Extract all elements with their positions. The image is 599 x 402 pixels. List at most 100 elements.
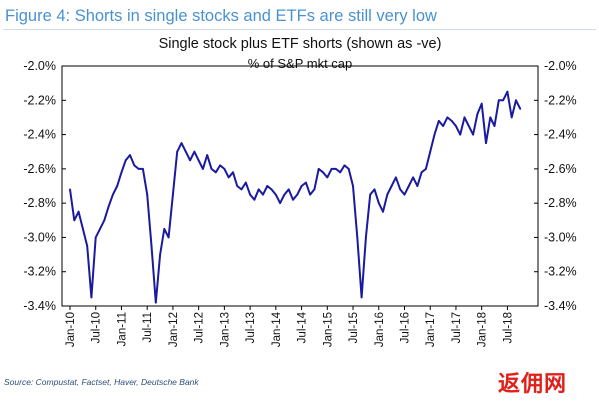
data-point <box>433 133 436 136</box>
y-tick-label-right: -3.2% <box>544 265 577 279</box>
data-point <box>429 150 432 153</box>
data-point <box>223 168 226 170</box>
x-tick-label: Jul-16 <box>399 312 411 343</box>
data-point <box>412 176 414 179</box>
data-point <box>343 164 346 167</box>
x-tick-label: Jul-11 <box>142 312 154 342</box>
data-point <box>69 188 71 191</box>
y-tick-label-left: -3.2% <box>23 265 56 279</box>
data-point <box>94 236 97 239</box>
data-point <box>163 228 166 230</box>
data-point <box>347 168 350 170</box>
data-point <box>446 116 449 119</box>
data-point <box>510 116 513 119</box>
data-point <box>99 228 101 230</box>
data-point <box>339 171 342 174</box>
x-tick-label: Jul-13 <box>245 312 257 343</box>
data-point <box>386 193 389 196</box>
data-point <box>489 116 492 119</box>
data-point <box>86 245 89 247</box>
y-tick-label-left: -2.2% <box>23 93 56 107</box>
data-point <box>129 154 131 157</box>
data-point <box>283 193 286 196</box>
data-point <box>382 210 384 213</box>
data-point <box>172 193 174 196</box>
data-point <box>317 168 320 170</box>
data-point <box>249 193 252 196</box>
data-point <box>154 301 157 304</box>
data-point <box>73 219 76 222</box>
data-point <box>77 210 80 213</box>
data-point <box>502 99 504 102</box>
data-point <box>116 185 119 187</box>
data-point <box>120 171 123 174</box>
y-axis-right: -2.0% -2.2% -2.4% -2.6% -2.8% -3.0% -3.2% -3.4% <box>534 59 577 313</box>
data-point <box>150 245 153 247</box>
data-point <box>352 185 354 187</box>
data-point <box>330 168 333 170</box>
data-point <box>519 108 522 110</box>
y-tick-label-left: -3.0% <box>23 230 56 244</box>
x-tick-label: Jul-15 <box>348 312 360 343</box>
figure-title: Figure 4: Shorts in single stocks and ET… <box>3 2 596 30</box>
data-point <box>107 205 110 208</box>
data-point <box>296 193 299 196</box>
data-point <box>244 181 247 184</box>
data-point <box>202 168 204 170</box>
x-tick-label: Jul-12 <box>194 312 206 343</box>
y-tick-label-left: -3.4% <box>23 299 56 313</box>
x-tick-label: Jan-13 <box>219 312 231 347</box>
data-point <box>360 296 363 299</box>
y-tick-label-right: -2.4% <box>544 128 577 142</box>
data-point <box>142 168 144 170</box>
data-point <box>322 171 324 174</box>
x-tick-label: Jul-10 <box>91 312 103 343</box>
data-point <box>365 236 367 239</box>
y-tick-label-right: -3.4% <box>544 299 577 313</box>
data-point <box>497 99 500 102</box>
y-tick-label-left: -2.4% <box>23 128 56 142</box>
data-point <box>274 193 277 196</box>
data-point <box>459 133 462 136</box>
data-point <box>377 202 380 205</box>
data-point <box>266 185 269 187</box>
x-tick-label: Jan-17 <box>425 312 437 347</box>
plot-frame <box>61 65 539 307</box>
data-point <box>403 193 406 196</box>
chart-title: Single stock plus ETF shorts (shown as -… <box>158 36 442 52</box>
data-point <box>442 125 444 127</box>
data-point <box>420 171 423 174</box>
data-point <box>455 125 457 127</box>
data-point <box>279 202 281 205</box>
x-tick-label: Jul-14 <box>297 311 309 343</box>
data-point <box>485 142 487 145</box>
watermark-logo: 返佣网 <box>498 372 568 397</box>
data-point <box>425 168 427 170</box>
y-tick-label-left: -2.0% <box>23 59 56 73</box>
data-point <box>300 185 303 187</box>
data-point <box>369 193 372 196</box>
x-tick-label: Jul-17 <box>451 312 463 343</box>
chart-subtitle: % of S&P mkt cap <box>247 56 353 71</box>
data-point <box>227 176 230 179</box>
data-point <box>210 168 213 170</box>
data-point <box>515 99 517 102</box>
data-point <box>193 150 196 153</box>
y-tick-label-right: -2.6% <box>544 162 577 176</box>
data-point <box>407 185 410 187</box>
source-note: Source: Compustat, Factset, Haver, Deuts… <box>4 377 199 387</box>
y-tick-label-right: -2.2% <box>544 93 577 107</box>
data-point <box>180 142 183 145</box>
x-tick-label: Jul-18 <box>502 312 514 343</box>
data-point <box>399 188 402 191</box>
data-point <box>236 185 239 187</box>
data-point <box>240 188 243 191</box>
data-point <box>493 125 496 127</box>
data-point <box>480 102 483 105</box>
data-point <box>335 168 337 170</box>
data-point <box>326 176 329 179</box>
x-axis: Jan-10 Jul-10 Jan-11 Jul-11 Jan-12 Jul-12 Jan-… <box>65 306 514 347</box>
data-point <box>219 164 222 167</box>
data-point <box>146 193 149 196</box>
data-point <box>189 159 192 162</box>
